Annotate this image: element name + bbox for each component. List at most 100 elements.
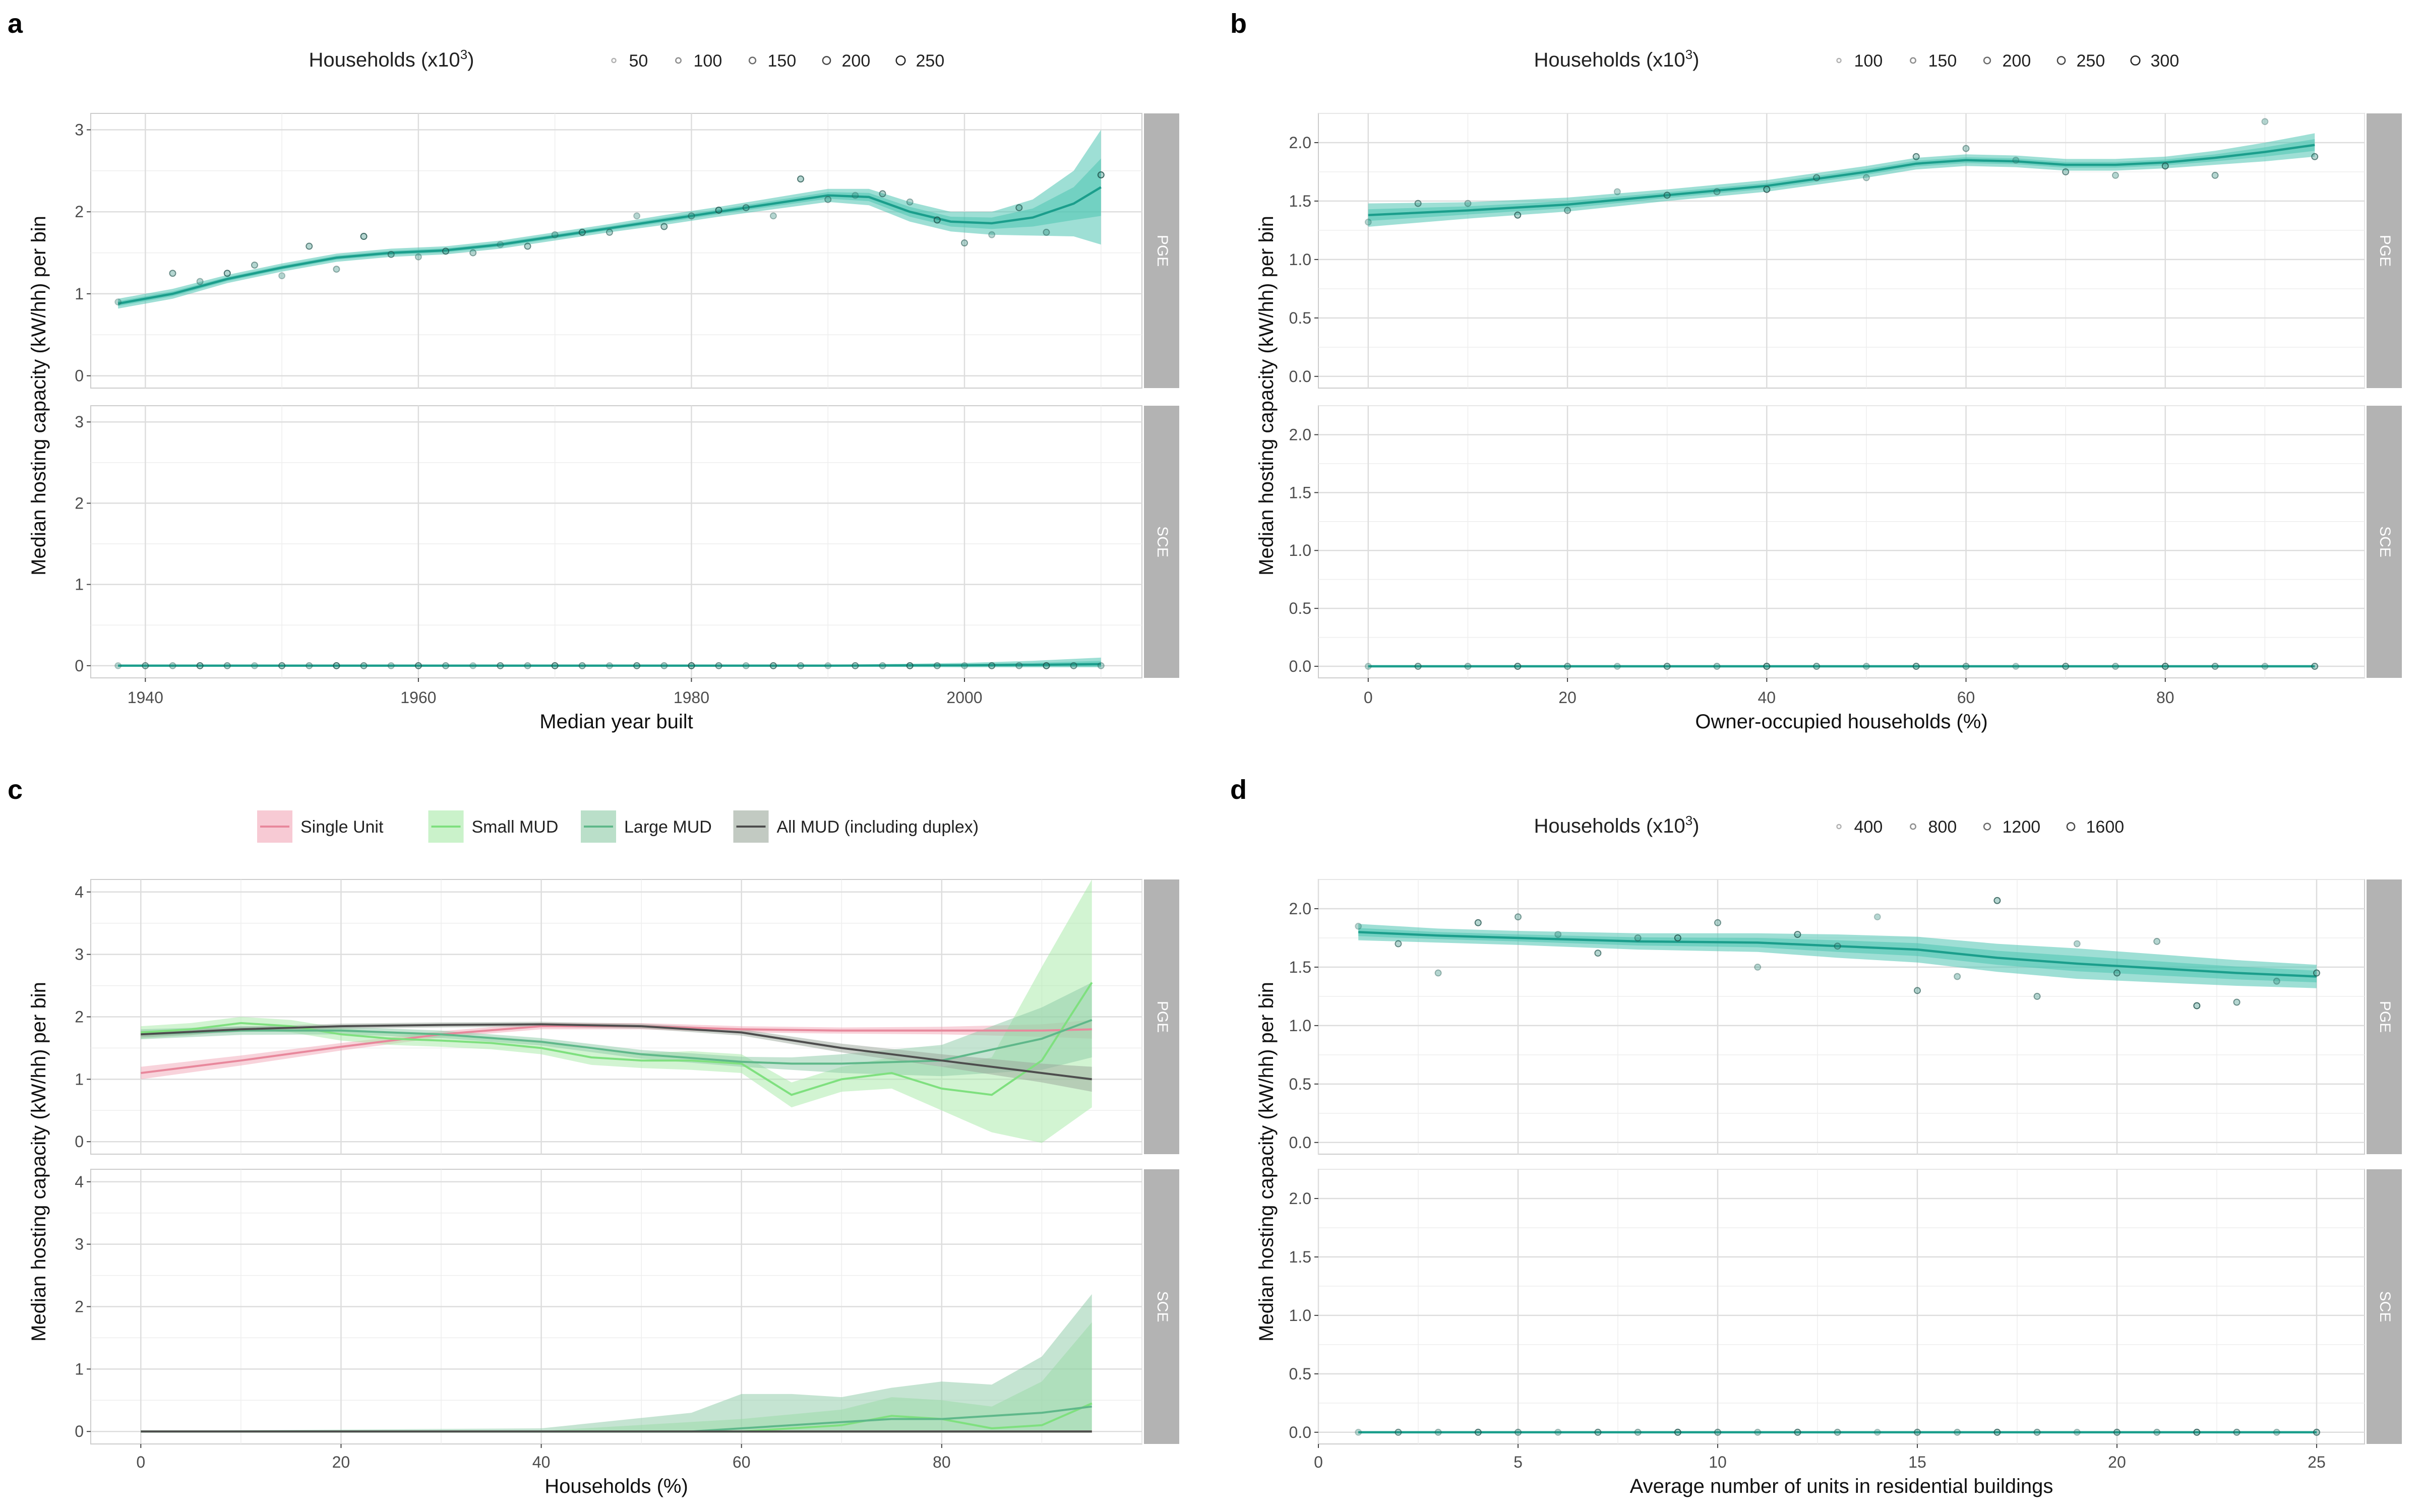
- legend-key-circle: [895, 55, 906, 66]
- data-point: [442, 247, 450, 255]
- data-point: [1954, 1428, 1961, 1436]
- y-tick-label: 1: [75, 285, 84, 303]
- data-point: [715, 662, 722, 669]
- panel-d: d Households (x103) 400 800 1200 1600 0.0 0.5 1.…: [1230, 775, 2402, 1497]
- smooth-line: [1368, 144, 2315, 217]
- data-point: [1754, 963, 1762, 971]
- y-tick-label: 1.5: [1289, 483, 1311, 501]
- data-point: [1613, 663, 1621, 670]
- data-point: [2311, 153, 2319, 160]
- y-tick-label: 0.5: [1289, 1365, 1311, 1383]
- data-point: [1043, 662, 1050, 669]
- smooth-line: [117, 186, 1102, 305]
- data-point: [2111, 663, 2119, 670]
- data-point: [2261, 118, 2269, 125]
- data-point: [2233, 1428, 2241, 1436]
- y-tick-label: 0: [75, 1422, 84, 1440]
- legend-key-circle: [611, 57, 617, 64]
- facet-label: PGE: [1154, 235, 1171, 267]
- data-point: [524, 662, 531, 669]
- data-point: [1714, 919, 1721, 926]
- data-point: [1364, 218, 1372, 226]
- data-point: [606, 662, 613, 669]
- data-point: [2073, 1428, 2081, 1436]
- data-point: [1663, 663, 1671, 670]
- data-point: [852, 192, 859, 199]
- facet-PGE: 0 1 2 3 PGE: [75, 113, 1179, 389]
- data-point: [1564, 207, 1571, 214]
- data-point: [960, 239, 968, 247]
- facet-SCE: 0.0 0.5 1.0 1.5 2.0 SCE: [1289, 1169, 2402, 1444]
- data-point: [1070, 662, 1077, 669]
- facet-strip: [1144, 1169, 1179, 1444]
- y-tick-label: 4: [75, 883, 84, 901]
- y-tick-label: 2: [75, 494, 84, 512]
- x-tick-label: 0: [1314, 1453, 1323, 1471]
- data-point: [1794, 1428, 1801, 1436]
- data-point: [633, 212, 641, 220]
- y-tick-label: 0.0: [1289, 657, 1311, 675]
- legend-item-label: 300: [2151, 51, 2180, 71]
- x-tick-label: 5: [1514, 1453, 1523, 1471]
- y-tick-label: 1.0: [1289, 250, 1311, 269]
- data-point: [469, 662, 477, 669]
- data-point: [333, 662, 340, 669]
- data-point: [1634, 1428, 1642, 1436]
- data-point: [2311, 663, 2319, 670]
- data-point: [2273, 977, 2280, 985]
- x-axis-label: Households (%): [544, 1475, 688, 1497]
- data-point: [1364, 663, 1372, 670]
- data-point: [2161, 162, 2169, 170]
- y-axis-label: Median hosting capacity (kW/hh) per bin: [28, 982, 50, 1342]
- facet-PGE: 0 1 2 3 4 PGE: [75, 879, 1179, 1155]
- data-point: [1554, 931, 1562, 938]
- data-point: [1097, 662, 1105, 669]
- data-point: [306, 242, 313, 250]
- facet-strip: [1144, 406, 1179, 678]
- facet-strip: [1144, 879, 1179, 1154]
- x-tick-label: 1960: [400, 688, 436, 707]
- data-point: [988, 662, 996, 669]
- data-point: [387, 250, 395, 258]
- data-point: [1913, 987, 1921, 994]
- y-tick-label: 3: [75, 1235, 84, 1253]
- legend-key-circle: [1910, 823, 1916, 830]
- data-point: [1862, 663, 1870, 670]
- data-point: [1514, 663, 1522, 670]
- data-point: [1763, 663, 1771, 670]
- data-point: [169, 662, 176, 669]
- data-point: [142, 662, 149, 669]
- legend-item-label: Single Unit: [300, 817, 384, 837]
- data-point: [251, 662, 258, 669]
- panel-background: [1318, 879, 2365, 1155]
- y-tick-label: 1: [75, 1360, 84, 1378]
- data-point: [1813, 174, 1821, 181]
- data-point: [1674, 934, 1681, 941]
- data-point: [1474, 919, 1482, 926]
- y-tick-label: 0.0: [1289, 1423, 1311, 1441]
- data-point: [1674, 1428, 1681, 1436]
- data-point: [1464, 663, 1472, 670]
- x-tick-label: 60: [733, 1453, 751, 1471]
- data-point: [2153, 1428, 2161, 1436]
- data-point: [824, 662, 832, 669]
- data-point: [1395, 1428, 1402, 1436]
- y-tick-label: 0: [75, 657, 84, 675]
- data-point: [1794, 931, 1801, 938]
- y-tick-label: 2: [75, 1008, 84, 1026]
- y-tick-label: 2.0: [1289, 134, 1311, 152]
- y-axis-label: Median hosting capacity (kW/hh) per bin: [1255, 216, 1278, 576]
- panel-background: [1318, 405, 2365, 678]
- data-point: [278, 662, 286, 669]
- panel-background: [90, 405, 1142, 678]
- data-point: [906, 662, 914, 669]
- y-tick-label: 4: [75, 1173, 84, 1191]
- y-tick-label: 0: [75, 367, 84, 385]
- y-tick-label: 1: [75, 1070, 84, 1088]
- data-point: [578, 228, 586, 236]
- data-point: [2193, 1428, 2201, 1436]
- legend-item-label: 50: [629, 51, 648, 71]
- data-point: [1634, 934, 1642, 941]
